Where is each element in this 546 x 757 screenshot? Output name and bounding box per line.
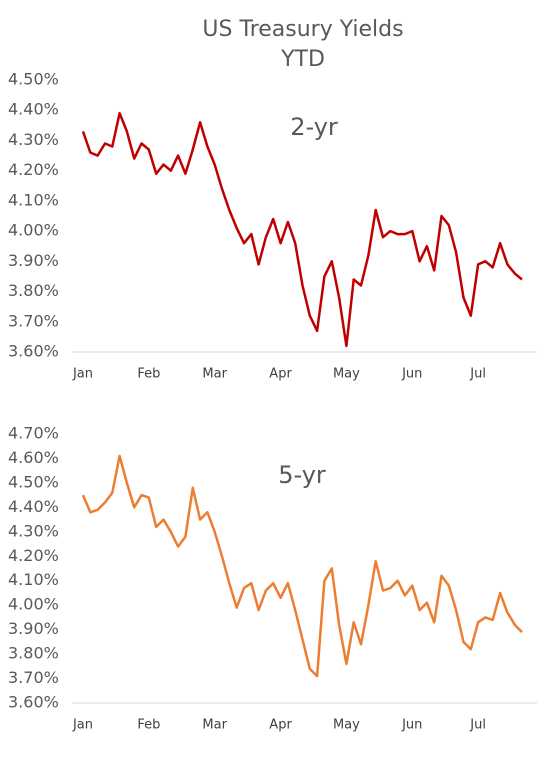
x-tick-label: Mar	[202, 718, 227, 733]
y-tick-label: 4.20%	[8, 160, 59, 179]
x-tick-label: Mar	[202, 367, 227, 382]
y-tick-label: 4.00%	[8, 221, 59, 240]
series-label: 5-yr	[278, 461, 326, 489]
y-tick-label: 3.80%	[8, 644, 59, 663]
x-tick-label: Jan	[72, 718, 93, 733]
x-tick-label: Jul	[469, 367, 486, 382]
y-tick-label: 4.40%	[8, 497, 59, 516]
x-tick-label: Jun	[401, 718, 422, 733]
y-tick-label: 4.00%	[8, 595, 59, 614]
y-tick-label: 4.40%	[8, 100, 59, 119]
x-tick-label: Feb	[137, 718, 160, 733]
y-tick-label: 4.70%	[8, 424, 59, 443]
chart-subtitle: YTD	[280, 47, 325, 72]
x-tick-label: Jan	[72, 367, 93, 382]
series-line	[81, 454, 523, 678]
y-tick-label: 3.60%	[8, 693, 59, 712]
y-tick-label: 3.60%	[8, 342, 59, 361]
x-tick-label: May	[333, 718, 360, 733]
chart-title: US Treasury Yields	[202, 17, 403, 42]
y-tick-label: 4.60%	[8, 448, 59, 467]
x-tick-label: Jul	[469, 718, 486, 733]
x-tick-label: Feb	[137, 367, 160, 382]
y-tick-label: 4.30%	[8, 130, 59, 149]
x-tick-label: Jun	[401, 367, 422, 382]
x-tick-label: Apr	[269, 718, 292, 733]
x-tick-label: Apr	[269, 367, 292, 382]
y-tick-label: 4.50%	[8, 472, 59, 491]
y-tick-label: 4.20%	[8, 546, 59, 565]
series-line	[81, 111, 523, 348]
y-tick-label: 4.30%	[8, 521, 59, 540]
series-label: 2-yr	[290, 113, 338, 141]
y-tick-label: 3.90%	[8, 619, 59, 638]
y-tick-label: 3.70%	[8, 668, 59, 687]
y-tick-label: 4.50%	[8, 70, 59, 89]
y-tick-label: 3.90%	[8, 251, 59, 270]
x-tick-label: May	[333, 367, 360, 382]
y-tick-label: 3.80%	[8, 281, 59, 300]
y-tick-label: 4.10%	[8, 570, 59, 589]
y-tick-label: 4.10%	[8, 190, 59, 209]
y-tick-label: 3.70%	[8, 311, 59, 330]
